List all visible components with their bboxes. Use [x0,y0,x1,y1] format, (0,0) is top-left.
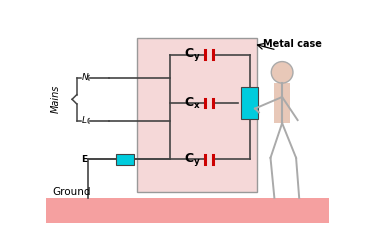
Bar [274,83,290,123]
Text: $\mathbf{C_x}$: $\mathbf{C_x}$ [184,96,201,111]
Bar [46,198,329,222]
Text: Ground: Ground [52,187,90,197]
Circle shape [271,62,293,83]
Text: $\mathbf{C_y}$: $\mathbf{C_y}$ [184,46,201,63]
Text: $\mathbf{C_y}$: $\mathbf{C_y}$ [184,151,201,168]
Text: L: L [82,116,87,125]
Text: E: E [81,155,87,164]
Text: Metal case: Metal case [263,39,322,49]
Bar [241,87,258,119]
Text: Mains: Mains [51,85,61,114]
Text: N: N [82,73,89,82]
Bar [137,38,257,192]
Bar [116,154,134,165]
